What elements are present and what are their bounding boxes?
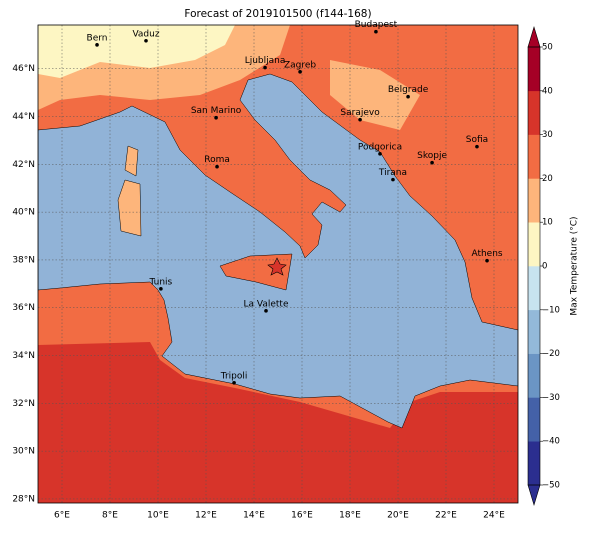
- city-dot: [264, 309, 268, 313]
- colorbar-band: [528, 222, 540, 267]
- y-tick-label: 30°N: [12, 447, 35, 457]
- city-label: Vaduz: [132, 29, 159, 39]
- city-dot: [95, 43, 99, 47]
- x-tick-label: 24°E: [483, 511, 505, 521]
- city-dot: [159, 287, 163, 291]
- colorbar-band: [528, 266, 540, 311]
- corsica: [124, 145, 139, 177]
- colorbar-tick-label: 40: [542, 86, 553, 96]
- city-label: Podgorica: [358, 142, 402, 152]
- colorbar-tick-label: −50: [542, 481, 560, 491]
- colorbar-extend: [527, 25, 541, 48]
- colorbar: −50 −40 −30 −20 −10 0 10 20 30 40 50 Max Temperatur…: [527, 25, 580, 507]
- city-label: Roma: [204, 155, 230, 165]
- y-tick-label: 44°N: [12, 112, 35, 122]
- warm-zone: [330, 60, 420, 130]
- sardinia: [117, 179, 142, 237]
- city-dot: [232, 380, 236, 385]
- city-dot: [391, 177, 395, 182]
- sicily: [219, 253, 293, 291]
- colorbar-tick-label: −10: [542, 305, 560, 315]
- y-tick-label: 34°N: [12, 351, 35, 361]
- city-label: Belgrade: [388, 85, 429, 95]
- colorbar-band: [528, 47, 540, 92]
- x-tick-label: 14°E: [243, 511, 265, 521]
- city-dot: [298, 70, 302, 74]
- target-star: [267, 257, 287, 276]
- x-tick-label: 18°E: [339, 511, 361, 521]
- colorbar-band: [528, 441, 540, 486]
- city-dot: [430, 160, 434, 165]
- city-dot: [214, 115, 218, 120]
- y-tick-label: 36°N: [12, 303, 35, 313]
- colorbar-band: [528, 178, 540, 223]
- city-label: Sofia: [466, 135, 488, 145]
- title: Forecast of 2019101500 (f144-168): [184, 8, 371, 20]
- x-tick-label: 20°E: [387, 511, 409, 521]
- y-tick-label: 38°N: [12, 255, 35, 265]
- colorbar-label: Max Temperature (°C): [570, 216, 580, 315]
- colorbar-tick-label: 30: [542, 130, 553, 140]
- y-tick-label: 42°N: [12, 160, 35, 170]
- x-tick-label: 22°E: [435, 511, 457, 521]
- city-dot: [263, 65, 267, 70]
- y-tick-label: 46°N: [12, 64, 35, 74]
- x-tick-label: 10°E: [147, 511, 169, 521]
- city-dot: [475, 144, 479, 149]
- city-dot: [144, 38, 148, 43]
- x-tick-label: 12°E: [195, 511, 217, 521]
- city-label: Ljubljana: [245, 56, 286, 66]
- city-label: Tunis: [149, 277, 173, 287]
- city-dot: [378, 152, 382, 156]
- map-frame: [37, 24, 519, 504]
- x-tick-label: 6°E: [54, 511, 70, 521]
- colorbar-extend: [527, 484, 541, 507]
- city-dot: [374, 29, 378, 34]
- colorbar-tick-label: 20: [542, 174, 553, 184]
- colorbar-band: [528, 90, 540, 135]
- colorbar-band: [528, 353, 540, 398]
- city-label: Athens: [471, 249, 502, 259]
- x-tick-label: 16°E: [291, 511, 313, 521]
- city-label: Tirana: [378, 168, 407, 178]
- colorbar-tick-label: −20: [542, 349, 560, 359]
- city-label: La Valette: [244, 299, 289, 309]
- city-dot: [358, 117, 362, 122]
- colorbar-band: [528, 134, 540, 179]
- y-tick-label: 40°N: [12, 208, 35, 218]
- y-tick-label: 28°N: [12, 494, 35, 504]
- y-tick-label: 32°N: [12, 399, 35, 409]
- cool-zone: [38, 25, 235, 78]
- city-label: Zagreb: [284, 60, 316, 70]
- city-label: Sarajevo: [340, 108, 380, 118]
- city-label: Bern: [87, 33, 108, 43]
- colorbar-band: [528, 309, 540, 354]
- city-label: San Marino: [191, 106, 242, 116]
- city-label: Skopje: [417, 151, 447, 161]
- colorbar-band: [528, 397, 540, 442]
- colorbar-tick-label: 50: [542, 43, 553, 53]
- x-tick-label: 8°E: [102, 511, 118, 521]
- city-dot: [485, 258, 489, 263]
- colorbar-tick-label: −40: [542, 437, 560, 447]
- city-dot: [406, 94, 410, 99]
- city-dot: [215, 164, 219, 169]
- colorbar-tick-label: 10: [542, 218, 553, 228]
- colorbar-tick-label: −30: [542, 393, 560, 403]
- grid: 6°E 8°E 10°E 12°E 14°E 16°E 18°E 20°E 22°E 24°E 28…: [12, 25, 518, 521]
- colorbar-tick-label: 0: [542, 262, 547, 272]
- city-label: Tripoli: [220, 371, 248, 381]
